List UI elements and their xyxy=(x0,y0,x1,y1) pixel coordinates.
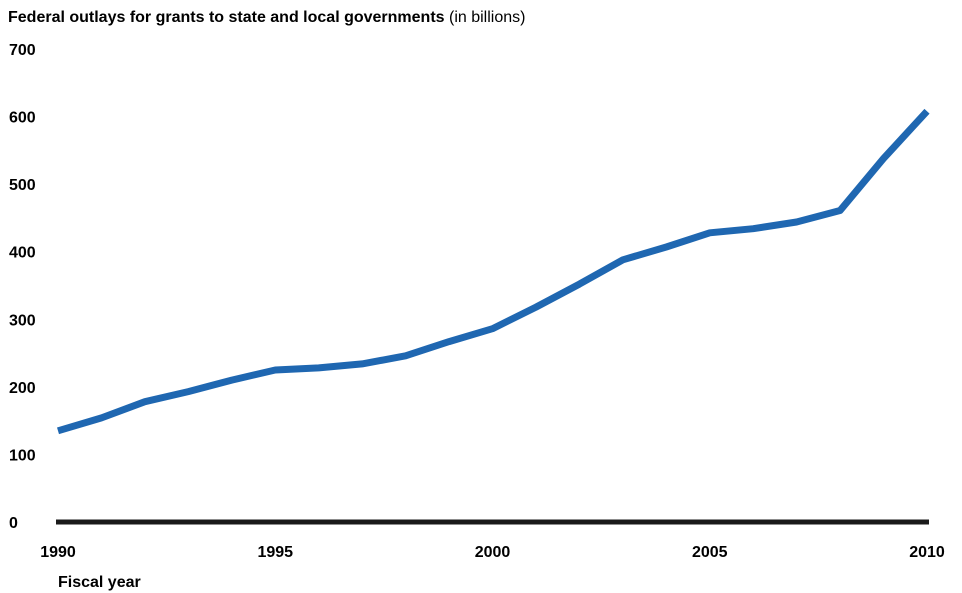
y-axis-tick-labels: 0 100 200 300 400 500 600 700 xyxy=(9,42,36,532)
series-line xyxy=(57,108,930,435)
x-tick-label: 2005 xyxy=(692,544,728,561)
x-tick-label: 1995 xyxy=(257,544,293,561)
chart-title: Federal outlays for grants to state and … xyxy=(8,9,525,27)
x-tick-label: 2010 xyxy=(909,544,945,561)
chart-title-text: Federal outlays for grants to state and … xyxy=(8,9,445,26)
y-tick-label: 700 xyxy=(9,42,36,59)
y-tick-label: 100 xyxy=(9,447,36,464)
y-tick-label: 400 xyxy=(9,245,36,262)
x-axis-tick-labels: 1990 1995 2000 2005 2010 xyxy=(40,544,945,561)
y-tick-label: 300 xyxy=(9,312,36,329)
y-tick-label: 500 xyxy=(9,177,36,194)
y-tick-label: 200 xyxy=(9,380,36,397)
y-tick-label: 0 xyxy=(9,515,18,532)
y-tick-label: 600 xyxy=(9,110,36,127)
chart-subtitle: (in billions) xyxy=(449,9,526,26)
series-layer xyxy=(57,108,930,435)
x-tick-label: 1990 xyxy=(40,544,76,561)
x-axis-title: Fiscal year xyxy=(58,574,141,591)
x-tick-label: 2000 xyxy=(475,544,511,561)
